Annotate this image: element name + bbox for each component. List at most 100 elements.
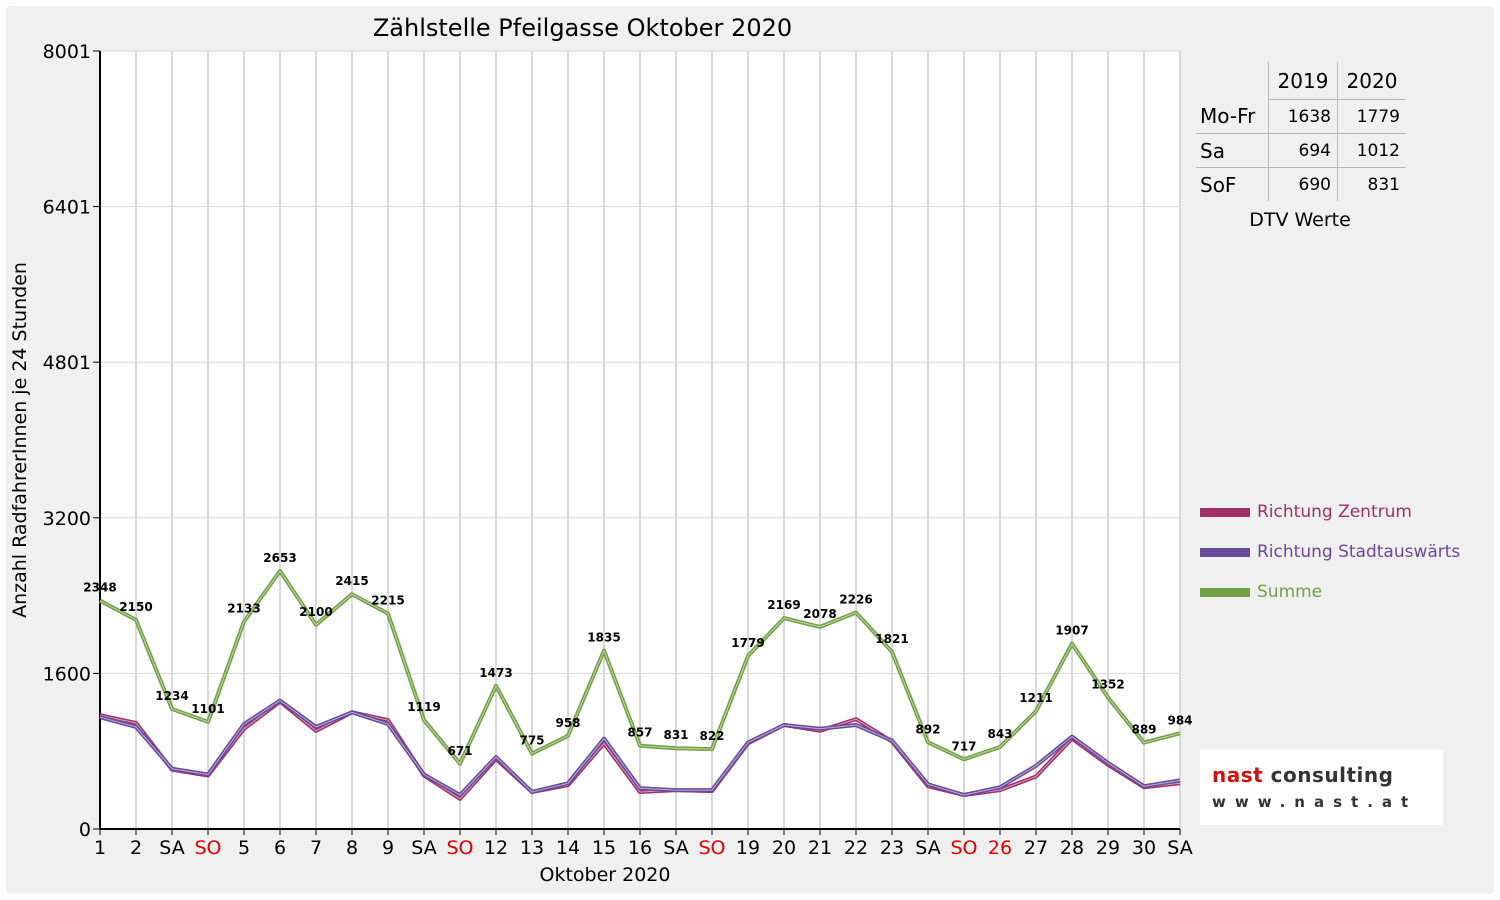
- data-label: 1907: [1055, 624, 1088, 638]
- data-label: 2133: [227, 602, 260, 616]
- logo-name-prefix: nast: [1212, 763, 1264, 787]
- dtv-year-2019: 2019: [1268, 62, 1338, 100]
- x-tick-label: SO: [950, 837, 977, 859]
- x-tick-label: 12: [484, 837, 508, 859]
- x-tick-label: 27: [1024, 837, 1048, 859]
- dtv-corner: [1196, 62, 1269, 100]
- x-tick-label: 21: [808, 837, 832, 859]
- legend-swatch: [1200, 587, 1250, 597]
- data-label: 1835: [587, 631, 620, 645]
- x-tick-label: 20: [772, 837, 796, 859]
- dtv-year-2020: 2020: [1337, 62, 1406, 100]
- x-tick-label: 1: [94, 837, 106, 859]
- x-tick-label: SA: [1167, 837, 1192, 859]
- series-lines: [99, 569, 1181, 801]
- y-tick-label: 6401: [43, 197, 91, 219]
- data-label: 892: [915, 722, 940, 736]
- x-axis-label: Oktober 2020: [539, 864, 671, 886]
- data-label: 717: [951, 739, 976, 753]
- x-tick-label: 28: [1060, 837, 1084, 859]
- x-tick-label: 9: [382, 837, 394, 859]
- data-label: 831: [663, 728, 688, 742]
- dtv-row-sof: SoF 690 831: [1196, 167, 1406, 201]
- data-label: 958: [555, 716, 580, 730]
- x-tick-label: SA: [663, 837, 688, 859]
- company-logo: nast consulting www.nast.at: [1200, 750, 1443, 825]
- data-label: 775: [519, 734, 544, 748]
- dtv-value: 694: [1268, 133, 1338, 168]
- x-tick-label: 19: [736, 837, 760, 859]
- dtv-table: 2019 2020 Mo-Fr 1638 1779 Sa 694 1012 So…: [1196, 62, 1406, 201]
- data-label: 1101: [191, 702, 224, 716]
- y-tick-label: 1600: [43, 663, 91, 685]
- data-label: 1119: [407, 700, 440, 714]
- data-label: 843: [987, 727, 1012, 741]
- axes: 1 2 SA SO 5 6 7 8 9 SA SO 12 13 14 15 16 SA SO 19 20 21 22 23 S…: [43, 41, 1193, 859]
- dtv-caption: DTV Werte: [1249, 209, 1351, 231]
- data-label: 984: [1167, 713, 1192, 727]
- legend-swatch: [1200, 507, 1250, 517]
- x-tick-label: 29: [1096, 837, 1120, 859]
- x-tick-label: 5: [238, 837, 250, 859]
- data-label: 889: [1131, 723, 1156, 737]
- x-tick-label: 26: [988, 837, 1012, 859]
- y-axis-label: Anzahl RadfahrerInnen je 24 Stunden: [9, 262, 31, 618]
- x-tick-label: SO: [446, 837, 473, 859]
- dtv-row-mo-fr: Mo-Fr 1638 1779: [1196, 99, 1406, 134]
- x-tick-label: 8: [346, 837, 358, 859]
- x-tick-label: 13: [520, 837, 544, 859]
- x-tick-label: 14: [556, 837, 580, 859]
- logo-name: nast consulting: [1212, 763, 1393, 787]
- data-label: 2215: [371, 594, 404, 608]
- x-tick-label: 23: [880, 837, 904, 859]
- x-tick-label: 16: [628, 837, 652, 859]
- x-tick-label: SA: [159, 837, 184, 859]
- data-label: 1473: [479, 666, 512, 680]
- data-label: 1211: [1019, 691, 1052, 705]
- series-line-highlight: [99, 570, 1181, 765]
- y-tick-label: 8001: [43, 41, 91, 63]
- x-tick-label: 7: [310, 837, 322, 859]
- logo-url: www.nast.at: [1212, 793, 1418, 811]
- dtv-value: 1779: [1337, 99, 1406, 134]
- x-tick-label: 30: [1132, 837, 1156, 859]
- data-label: 2078: [803, 607, 836, 621]
- data-label: 1234: [155, 689, 188, 703]
- dtv-row-label: Sa: [1196, 133, 1269, 168]
- data-label: 2348: [83, 581, 116, 595]
- data-label: 857: [627, 726, 652, 740]
- x-tick-label: 22: [844, 837, 868, 859]
- x-tick-label: SA: [411, 837, 436, 859]
- data-label: 2169: [767, 598, 800, 612]
- dtv-row-label: Mo-Fr: [1196, 99, 1269, 134]
- data-label: 2415: [335, 574, 368, 588]
- dtv-value: 1638: [1268, 99, 1338, 134]
- x-tick-label: 15: [592, 837, 616, 859]
- x-tick-label: 6: [274, 837, 286, 859]
- dtv-value: 1012: [1337, 133, 1406, 168]
- y-tick-label: 0: [79, 819, 91, 841]
- data-label: 2150: [119, 600, 152, 614]
- x-tick-label: SA: [915, 837, 940, 859]
- legend-label: Richtung Zentrum: [1257, 502, 1412, 522]
- data-label: 822: [699, 729, 724, 743]
- data-label: 671: [447, 744, 472, 758]
- legend-item-zentrum: Richtung Zentrum: [1200, 492, 1460, 532]
- dtv-row-label: SoF: [1200, 172, 1237, 197]
- dtv-row-sa: Sa 694 1012: [1196, 133, 1406, 168]
- data-label: 1352: [1091, 678, 1124, 692]
- legend-swatch: [1200, 547, 1250, 557]
- dtv-value: 690: [1268, 167, 1338, 201]
- data-label: 2653: [263, 551, 296, 565]
- grid-lines: [100, 50, 1181, 829]
- dtv-value: 831: [1337, 167, 1406, 201]
- x-tick-label: SO: [194, 837, 221, 859]
- legend-item-summe: Summe: [1200, 572, 1460, 612]
- legend: Richtung Zentrum Richtung Stadtauswärts …: [1200, 492, 1460, 612]
- legend-item-stadtauswaerts: Richtung Stadtauswärts: [1200, 532, 1460, 572]
- data-label: 2100: [299, 605, 332, 619]
- y-tick-label: 4801: [43, 352, 91, 374]
- legend-label: Summe: [1257, 582, 1323, 602]
